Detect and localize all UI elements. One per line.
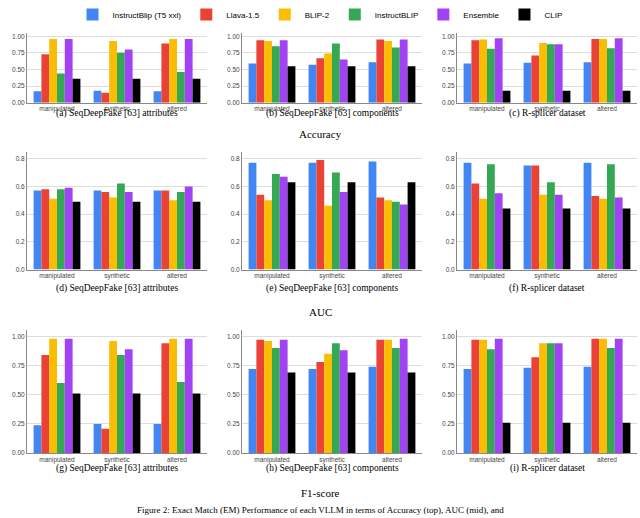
svg-text:altered: altered: [597, 456, 617, 463]
svg-text:manipulated: manipulated: [254, 272, 290, 280]
svg-text:0.4: 0.4: [231, 210, 240, 217]
svg-text:synthetic: synthetic: [319, 105, 345, 113]
svg-text:synthetic: synthetic: [319, 456, 345, 464]
svg-text:Llava-1.5: Llava-1.5: [226, 11, 259, 20]
svg-text:(b) SeqDeepFake [63] component: (b) SeqDeepFake [63] components: [266, 108, 399, 119]
svg-text:0.4: 0.4: [16, 210, 25, 217]
svg-text:Ensemble: Ensemble: [463, 11, 499, 20]
svg-text:0.00: 0.00: [227, 449, 240, 456]
svg-text:manipulated: manipulated: [39, 272, 75, 280]
svg-text:InstructBlip (T5 xxl): InstructBlip (T5 xxl): [113, 11, 182, 20]
svg-text:0.0: 0.0: [231, 266, 240, 273]
svg-text:altered: altered: [167, 105, 187, 112]
svg-text:0.00: 0.00: [12, 99, 25, 106]
svg-text:0.2: 0.2: [446, 238, 455, 245]
svg-text:altered: altered: [382, 456, 402, 463]
svg-text:manipulated: manipulated: [254, 105, 290, 113]
svg-text:synthetic: synthetic: [534, 456, 560, 464]
svg-text:0.6: 0.6: [446, 183, 455, 190]
svg-text:0.75: 0.75: [227, 362, 240, 369]
svg-text:(i) R-splicer dataset: (i) R-splicer dataset: [510, 463, 585, 474]
svg-text:0.00: 0.00: [227, 99, 240, 106]
svg-text:0.50: 0.50: [442, 391, 455, 398]
svg-text:0.0: 0.0: [446, 266, 455, 273]
svg-text:altered: altered: [167, 272, 187, 279]
svg-text:synthetic: synthetic: [104, 105, 130, 113]
svg-text:0.50: 0.50: [227, 391, 240, 398]
svg-text:synthetic: synthetic: [534, 105, 560, 113]
svg-text:0.00: 0.00: [12, 449, 25, 456]
svg-text:(g) SeqDeepFake [63] attribute: (g) SeqDeepFake [63] attributes: [56, 463, 178, 474]
svg-text:0.6: 0.6: [16, 183, 25, 190]
svg-text:F1-score: F1-score: [301, 487, 340, 499]
svg-text:synthetic: synthetic: [104, 272, 130, 280]
svg-text:0.8: 0.8: [446, 155, 455, 162]
svg-text:0.25: 0.25: [12, 82, 25, 89]
svg-text:manipulated: manipulated: [39, 456, 75, 464]
svg-text:0.75: 0.75: [227, 49, 240, 56]
svg-text:0.2: 0.2: [16, 238, 25, 245]
svg-text:0.6: 0.6: [231, 183, 240, 190]
svg-text:0.50: 0.50: [227, 66, 240, 73]
svg-text:0.50: 0.50: [12, 66, 25, 73]
svg-text:manipulated: manipulated: [39, 105, 75, 113]
svg-text:Accuracy: Accuracy: [299, 128, 342, 140]
svg-text:0.75: 0.75: [442, 49, 455, 56]
svg-text:altered: altered: [597, 272, 617, 279]
svg-text:altered: altered: [597, 105, 617, 112]
svg-text:0.8: 0.8: [231, 155, 240, 162]
svg-text:1.00: 1.00: [12, 333, 25, 340]
svg-text:0.2: 0.2: [231, 238, 240, 245]
svg-text:0.00: 0.00: [442, 449, 455, 456]
svg-text:0.75: 0.75: [442, 362, 455, 369]
svg-text:manipulated: manipulated: [469, 105, 505, 113]
svg-text:0.8: 0.8: [16, 155, 25, 162]
svg-text:0.4: 0.4: [446, 210, 455, 217]
svg-text:1.00: 1.00: [442, 333, 455, 340]
svg-text:1.00: 1.00: [227, 33, 240, 40]
svg-text:synthetic: synthetic: [104, 456, 130, 464]
svg-text:manipulated: manipulated: [469, 456, 505, 464]
svg-text:(f) R-splicer dataset: (f) R-splicer dataset: [509, 283, 585, 294]
svg-text:synthetic: synthetic: [319, 272, 345, 280]
svg-text:altered: altered: [167, 456, 187, 463]
svg-text:altered: altered: [382, 105, 402, 112]
svg-text:InstructBLIP: InstructBLIP: [375, 11, 419, 20]
svg-text:synthetic: synthetic: [534, 272, 560, 280]
svg-text:BLIP-2: BLIP-2: [305, 11, 330, 20]
svg-text:(h) SeqDeepFake [63] component: (h) SeqDeepFake [63] components: [266, 463, 399, 474]
svg-text:(e) SeqDeepFake [63] component: (e) SeqDeepFake [63] components: [266, 283, 398, 294]
svg-text:altered: altered: [382, 272, 402, 279]
svg-text:0.25: 0.25: [12, 420, 25, 427]
svg-text:0.25: 0.25: [442, 82, 455, 89]
svg-text:manipulated: manipulated: [469, 272, 505, 280]
svg-text:0.0: 0.0: [16, 266, 25, 273]
svg-text:AUC: AUC: [309, 306, 332, 318]
svg-text:(c) R-splicer dataset: (c) R-splicer dataset: [509, 108, 586, 119]
svg-text:0.25: 0.25: [442, 420, 455, 427]
svg-text:0.00: 0.00: [442, 99, 455, 106]
svg-text:CLIP: CLIP: [544, 11, 562, 20]
svg-text:0.75: 0.75: [12, 49, 25, 56]
svg-text:0.75: 0.75: [12, 362, 25, 369]
svg-text:0.50: 0.50: [12, 391, 25, 398]
svg-text:1.00: 1.00: [442, 33, 455, 40]
svg-text:1.00: 1.00: [227, 333, 240, 340]
svg-text:(a) SeqDeepFake [63] attribute: (a) SeqDeepFake [63] attributes: [56, 108, 178, 119]
svg-text:0.50: 0.50: [442, 66, 455, 73]
svg-text:Figure 2: Exact Match (EM) Per: Figure 2: Exact Match (EM) Performance o…: [137, 505, 504, 515]
svg-text:0.25: 0.25: [227, 82, 240, 89]
svg-text:(d) SeqDeepFake [63] attribute: (d) SeqDeepFake [63] attributes: [56, 283, 178, 294]
svg-text:1.00: 1.00: [12, 33, 25, 40]
svg-text:0.25: 0.25: [227, 420, 240, 427]
svg-text:manipulated: manipulated: [254, 456, 290, 464]
